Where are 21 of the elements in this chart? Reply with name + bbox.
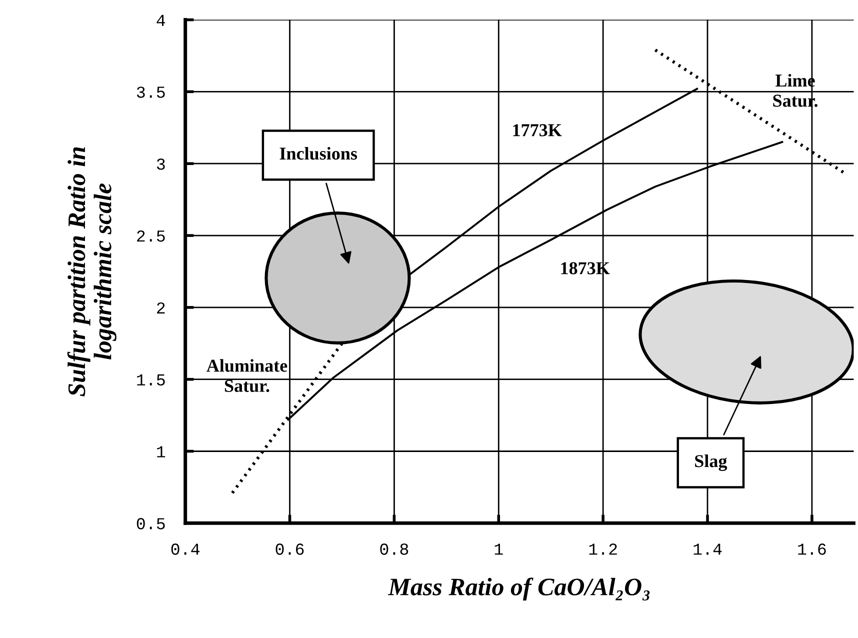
x-tick-label: 1.2: [589, 544, 617, 555]
y-axis-title: Sulfur partition Ratio in logarithmic scale: [67, 147, 116, 396]
y-tick-label: 1: [157, 446, 166, 458]
annotation: Inclusions: [280, 147, 358, 160]
x-tick-label: 1.6: [798, 544, 826, 555]
y-tick-label: 4: [156, 14, 166, 26]
x-tick-label: 0.4: [171, 544, 200, 555]
series-label: Aluminate Satur.: [206, 359, 288, 392]
x-tick-label: 1: [494, 544, 503, 555]
x-tick-label: 1.4: [694, 544, 722, 555]
series-label: 1773K: [513, 124, 562, 136]
x-tick-label: 0.6: [276, 544, 304, 555]
y-tick-label: 2.5: [137, 230, 165, 242]
annotation: Slag: [695, 454, 728, 472]
y-tick-label: 3.5: [136, 86, 165, 98]
y-tick-label: 3: [156, 158, 165, 170]
x-tick-label: 0.8: [380, 544, 408, 555]
x-axis-title: Mass Ratio of CaO/Al₂O₃: [388, 578, 650, 601]
y-tick-label: 2: [157, 302, 165, 314]
y-tick-label: 1.5: [137, 374, 165, 386]
y-tick-label: 0.5: [136, 518, 165, 530]
